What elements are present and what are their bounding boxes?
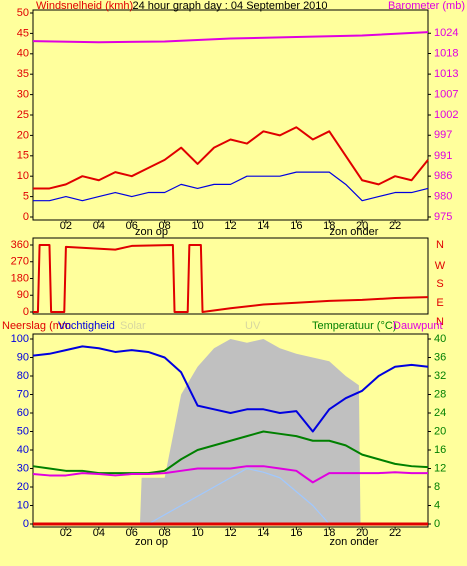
y2-tick-label: 20 bbox=[434, 425, 446, 437]
header-label: Temperatuur (°C) bbox=[312, 320, 396, 332]
header-label: Vochtigheid bbox=[58, 320, 115, 332]
y-tick-label: 40 bbox=[17, 444, 29, 456]
y-tick-label: 0 bbox=[23, 306, 29, 318]
y-tick-label: 45 bbox=[17, 27, 29, 39]
x-tick-label: 16 bbox=[290, 527, 302, 539]
y-tick-label: 60 bbox=[17, 407, 29, 419]
x-tick-label: 12 bbox=[224, 220, 236, 232]
y2-tick-label: 8 bbox=[434, 481, 440, 493]
x-tick-label: 06 bbox=[126, 220, 138, 232]
y-tick-label: 0 bbox=[23, 211, 29, 223]
y2-tick-label: 1013 bbox=[434, 68, 458, 80]
y-tick-label: 5 bbox=[23, 191, 29, 203]
header-label: Solar bbox=[120, 320, 146, 332]
annotation: zon onder bbox=[329, 536, 378, 548]
y-tick-label: 90 bbox=[17, 351, 29, 363]
x-tick-label: 04 bbox=[93, 527, 105, 539]
x-tick-label: 18 bbox=[323, 527, 335, 539]
header-label: Barometer (mb) bbox=[388, 0, 465, 12]
x-tick-label: 08 bbox=[159, 220, 171, 232]
y-tick-label: 20 bbox=[17, 481, 29, 493]
line-series bbox=[147, 467, 330, 525]
y2-tick-label: 991 bbox=[434, 150, 452, 162]
plot-area bbox=[32, 237, 429, 315]
x-tick-label: 22 bbox=[389, 527, 401, 539]
x-tick-label: 02 bbox=[60, 527, 72, 539]
y-tick-label: 100 bbox=[11, 333, 29, 345]
y-tick-label: 30 bbox=[17, 462, 29, 474]
header-label: 24 hour graph day : 04 September 2010 bbox=[132, 0, 327, 12]
x-tick-label: 10 bbox=[191, 527, 203, 539]
line-series bbox=[32, 465, 428, 484]
header-label: Windsnelheid (kmh) bbox=[36, 0, 133, 12]
y2-tick-label: 1007 bbox=[434, 88, 458, 100]
x-tick-label: 14 bbox=[257, 527, 269, 539]
y2-tick-label: 28 bbox=[434, 388, 446, 400]
y2-tick-label: 1002 bbox=[434, 109, 458, 121]
y-tick-label: 10 bbox=[17, 170, 29, 182]
line-series bbox=[32, 31, 429, 44]
y2-tick-label: 16 bbox=[434, 444, 446, 456]
y-tick-label: 50 bbox=[17, 425, 29, 437]
x-tick-label: 18 bbox=[323, 220, 335, 232]
y-tick-label: 80 bbox=[17, 370, 29, 382]
y-tick-label: 70 bbox=[17, 388, 29, 400]
y-tick-label: 40 bbox=[17, 48, 29, 60]
compass-label: S bbox=[436, 278, 443, 290]
x-tick-label: 12 bbox=[224, 527, 236, 539]
y2-tick-label: 0 bbox=[434, 518, 440, 530]
compass-label: N bbox=[436, 316, 444, 328]
y-tick-label: 25 bbox=[17, 109, 29, 121]
x-tick-label: 20 bbox=[356, 527, 368, 539]
y-tick-label: 50 bbox=[17, 7, 29, 19]
y-tick-label: 20 bbox=[17, 129, 29, 141]
x-tick-label: 10 bbox=[191, 220, 203, 232]
y2-tick-label: 24 bbox=[434, 407, 446, 419]
y2-tick-label: 986 bbox=[434, 170, 452, 182]
y2-tick-label: 4 bbox=[434, 499, 440, 511]
y2-tick-label: 975 bbox=[434, 211, 452, 223]
y2-tick-label: 980 bbox=[434, 191, 452, 203]
y2-tick-label: 12 bbox=[434, 462, 446, 474]
compass-label: E bbox=[436, 297, 443, 309]
y2-tick-label: 997 bbox=[434, 129, 452, 141]
x-tick-label: 14 bbox=[257, 220, 269, 232]
x-tick-label: 04 bbox=[93, 220, 105, 232]
header-label: Neerslag (mm bbox=[2, 320, 71, 332]
line-series bbox=[33, 126, 429, 190]
y-tick-label: 0 bbox=[23, 518, 29, 530]
y2-tick-label: 1018 bbox=[434, 47, 458, 59]
x-tick-label: 16 bbox=[290, 220, 302, 232]
y-tick-label: 270 bbox=[11, 256, 29, 268]
y-tick-label: 180 bbox=[11, 272, 29, 284]
y-tick-label: 360 bbox=[11, 239, 29, 251]
annotation: zon op bbox=[135, 536, 168, 548]
y2-tick-label: 40 bbox=[434, 333, 446, 345]
y2-tick-label: 36 bbox=[434, 351, 446, 363]
compass-label: N bbox=[436, 239, 444, 251]
x-tick-label: 08 bbox=[159, 527, 171, 539]
x-tick-label: 06 bbox=[126, 527, 138, 539]
y-tick-label: 35 bbox=[17, 68, 29, 80]
header-label: Dauwpunt bbox=[393, 320, 443, 332]
y-tick-label: 10 bbox=[17, 499, 29, 511]
y-tick-label: 90 bbox=[17, 289, 29, 301]
x-tick-label: 20 bbox=[356, 220, 368, 232]
annotation: zon op bbox=[135, 226, 168, 238]
y-tick-label: 15 bbox=[17, 150, 29, 162]
header-label: UV bbox=[245, 320, 261, 332]
x-tick-label: 02 bbox=[60, 220, 72, 232]
y2-tick-label: 32 bbox=[434, 370, 446, 382]
y2-tick-label: 1024 bbox=[434, 27, 458, 39]
annotation: zon onder bbox=[329, 226, 378, 238]
x-tick-label: 22 bbox=[389, 220, 401, 232]
compass-label: W bbox=[435, 260, 446, 272]
line-series bbox=[33, 171, 429, 202]
line-series bbox=[33, 244, 429, 313]
y-tick-label: 30 bbox=[17, 89, 29, 101]
line-series bbox=[32, 345, 429, 433]
